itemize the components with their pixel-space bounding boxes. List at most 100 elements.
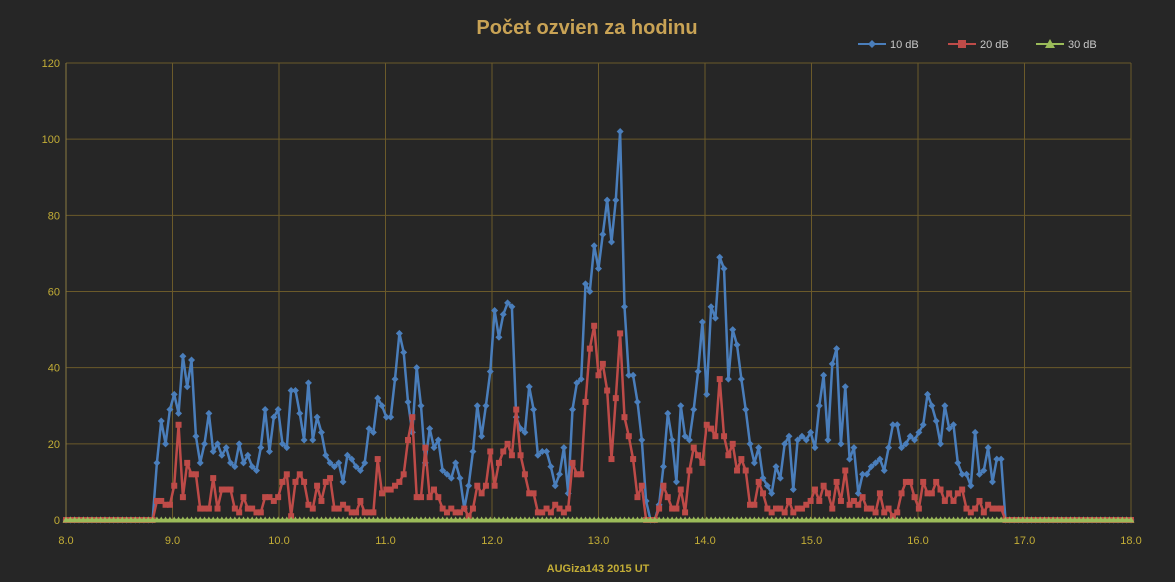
data-point — [534, 509, 541, 516]
data-point — [482, 482, 489, 489]
data-point — [197, 505, 204, 512]
data-point — [920, 478, 927, 485]
data-point — [902, 478, 909, 485]
data-point — [439, 505, 446, 512]
data-point — [993, 455, 1001, 463]
y-tick-label: 40 — [48, 363, 60, 375]
data-point — [750, 459, 758, 467]
data-point — [478, 432, 486, 440]
data-point — [183, 383, 191, 391]
data-point — [907, 478, 914, 485]
data-point — [841, 383, 849, 391]
data-point — [565, 505, 572, 512]
data-point — [746, 440, 754, 448]
data-point — [672, 478, 680, 486]
data-point — [400, 471, 407, 478]
y-tick-label: 0 — [54, 515, 60, 527]
data-point — [633, 398, 641, 406]
data-point — [517, 452, 524, 459]
data-point — [620, 303, 628, 311]
data-point — [253, 509, 260, 516]
data-point — [400, 348, 408, 356]
data-point — [997, 455, 1005, 463]
data-point — [274, 406, 282, 414]
data-point — [465, 513, 472, 520]
data-point — [816, 497, 823, 504]
data-point — [599, 360, 606, 367]
data-point — [829, 505, 836, 512]
legend: 10 dB 20 dB 30 dB — [858, 39, 1097, 51]
data-point — [950, 497, 957, 504]
data-point — [352, 463, 360, 471]
data-point — [478, 490, 485, 497]
data-point — [435, 494, 442, 501]
data-point — [837, 497, 844, 504]
data-point — [508, 452, 515, 459]
data-point — [547, 509, 554, 516]
data-point — [824, 436, 832, 444]
data-point — [763, 482, 771, 490]
data-point — [300, 436, 308, 444]
data-point — [898, 490, 905, 497]
data-point — [560, 509, 567, 516]
data-point — [599, 230, 607, 238]
data-point — [322, 451, 330, 459]
data-point — [227, 459, 235, 467]
data-point — [846, 455, 854, 463]
data-point — [495, 459, 502, 466]
data-point — [552, 501, 559, 508]
data-point — [365, 425, 373, 433]
data-point — [773, 505, 779, 512]
data-point — [192, 432, 200, 440]
data-point — [508, 303, 516, 311]
data-point — [590, 242, 598, 250]
data-point — [656, 505, 663, 512]
data-point — [863, 470, 871, 478]
data-point — [257, 509, 264, 516]
data-point — [958, 470, 966, 478]
data-point — [824, 490, 831, 497]
data-point — [304, 379, 312, 387]
data-point — [378, 402, 386, 410]
data-point — [465, 482, 473, 490]
data-point — [291, 387, 299, 395]
data-point — [526, 490, 533, 497]
data-point — [577, 375, 585, 383]
data-point — [962, 470, 970, 478]
data-point — [595, 372, 602, 379]
data-point — [413, 364, 421, 372]
data-point — [452, 509, 459, 516]
data-point — [664, 409, 672, 417]
data-point — [725, 452, 732, 459]
data-point — [686, 467, 693, 474]
y-tick-label: 120 — [42, 58, 60, 70]
data-point — [392, 482, 399, 489]
data-point — [227, 486, 234, 493]
data-point — [569, 406, 577, 414]
data-point — [945, 425, 953, 433]
data-point — [382, 413, 390, 421]
data-point — [937, 486, 944, 493]
data-point — [201, 440, 209, 448]
data-point — [235, 440, 243, 448]
legend-item-20db: 20 dB — [948, 39, 1009, 51]
data-point — [738, 456, 745, 463]
data-point — [924, 390, 932, 398]
data-point — [937, 440, 945, 448]
data-point — [210, 475, 217, 482]
chart-title: Počet ozvien za hodinu — [476, 17, 697, 39]
data-point — [413, 494, 420, 501]
data-point — [868, 505, 875, 512]
data-point — [387, 413, 395, 421]
data-point — [695, 452, 702, 459]
data-point — [309, 436, 317, 444]
data-point — [361, 459, 369, 467]
data-point — [764, 505, 771, 512]
data-point — [261, 406, 269, 414]
data-point — [201, 505, 208, 512]
x-tick-label: 11.0 — [375, 535, 396, 547]
data-point — [621, 414, 628, 421]
data-point — [279, 478, 286, 485]
x-tick-label: 14.0 — [694, 535, 715, 547]
